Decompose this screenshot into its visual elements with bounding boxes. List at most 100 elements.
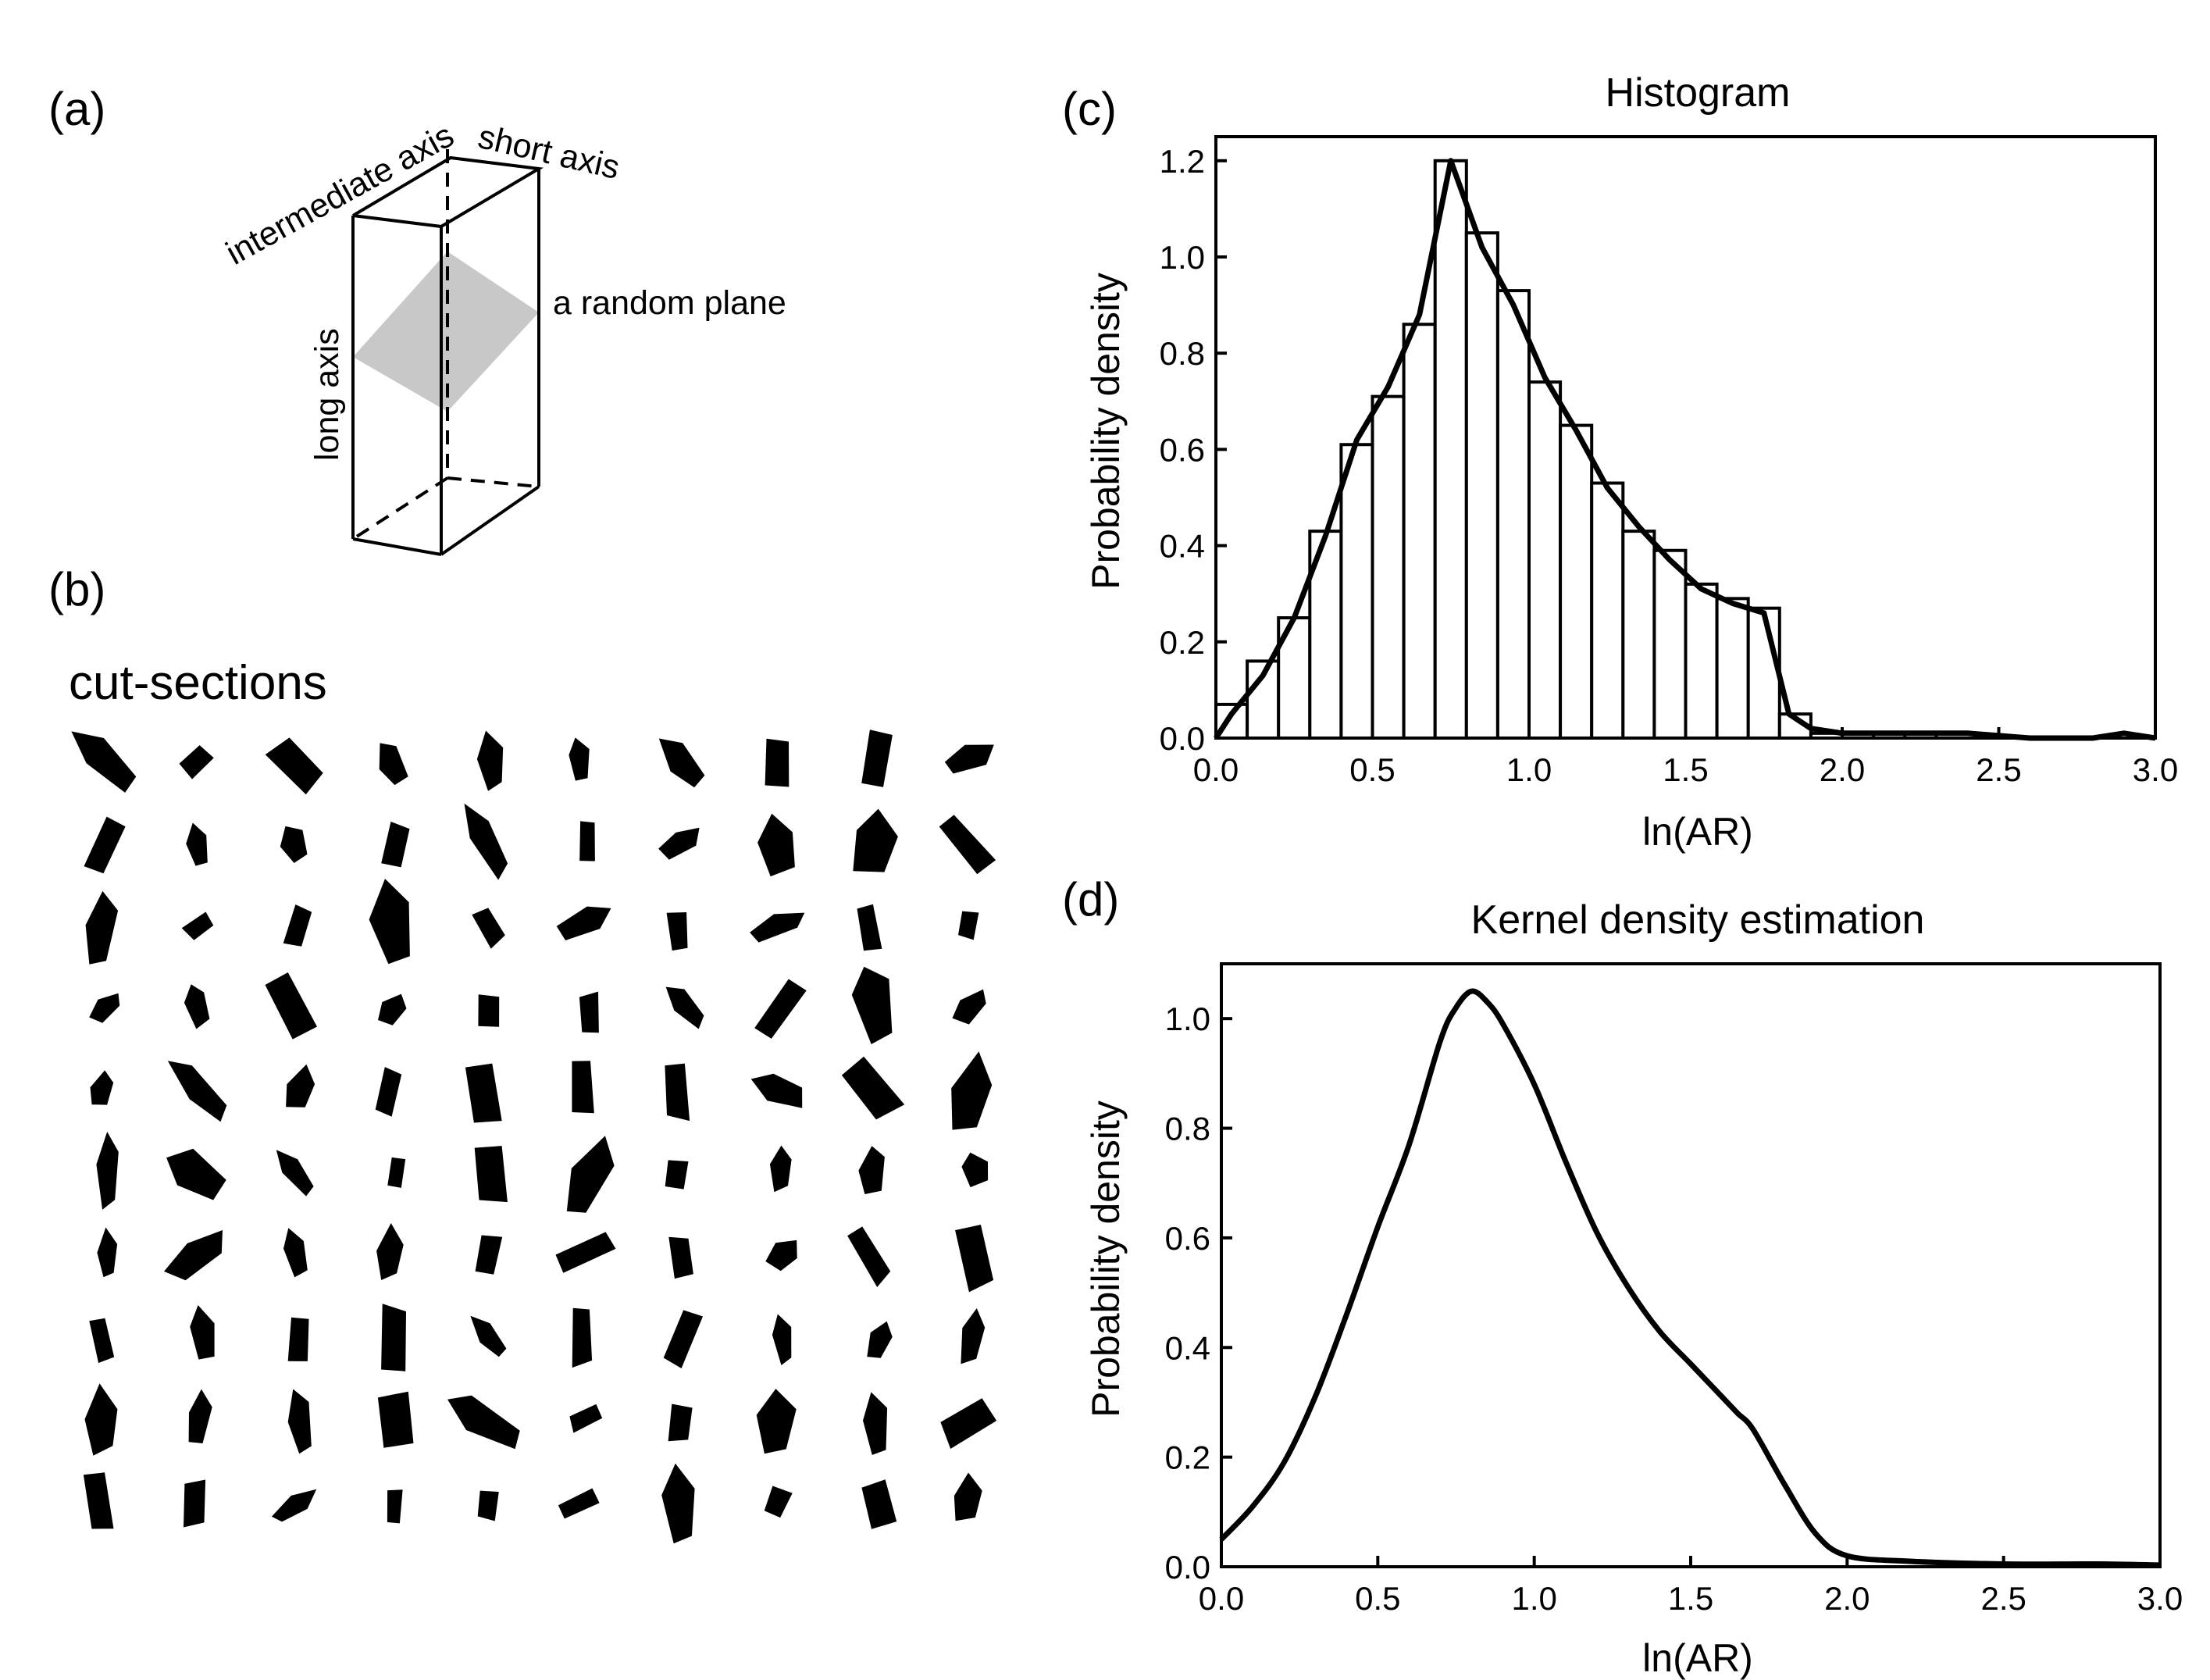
cut-section-shape: [376, 1223, 404, 1280]
histogram-xtick-label: 1.5: [1663, 751, 1708, 788]
cut-section-shape: [184, 1479, 206, 1528]
cut-section-shape: [265, 737, 323, 795]
cut-section-shape: [96, 1132, 119, 1210]
cut-section-shape: [470, 1315, 507, 1357]
histogram-ytick-label: 1.2: [1160, 143, 1205, 180]
kde-line: [1219, 988, 2161, 1568]
histogram-bar: [1371, 394, 1406, 740]
cut-section-shape: [851, 966, 893, 1044]
cut-section-shape: [381, 822, 410, 868]
cut-section-shape: [387, 1489, 403, 1524]
cut-section-shape: [375, 1067, 402, 1117]
cut-section-shape: [867, 1321, 893, 1358]
cut-section-shape: [857, 904, 882, 951]
histogram-bar: [1684, 582, 1719, 740]
cut-section-shape: [166, 1148, 226, 1200]
kde-ytick-label: 1.0: [1165, 1001, 1210, 1037]
cut-section-shape: [265, 972, 317, 1040]
panel-c-label: (c): [1062, 83, 1117, 135]
cut-section-shape: [579, 821, 595, 861]
kde-ytick-label: 0.0: [1165, 1549, 1210, 1585]
kde-title: Kernel density estimation: [1471, 897, 1925, 943]
panel-b-label: (b): [48, 563, 105, 615]
cut-section-shape: [280, 826, 308, 863]
panel-c: (c) Histogram Probability density ln(AR)…: [1062, 70, 2178, 854]
cut-section-shape: [190, 1305, 215, 1360]
short-axis-label: short axis: [475, 118, 623, 187]
histogram-overlay-curve: [1214, 158, 2156, 741]
cut-section-shape: [84, 1383, 118, 1456]
cut-section-shape: [97, 1227, 118, 1278]
kde-ytick-label: 0.2: [1165, 1439, 1210, 1476]
kde-xlabel: ln(AR): [1642, 1636, 1753, 1680]
cut-section-shape: [861, 729, 893, 787]
cut-section-shape: [181, 911, 214, 940]
histogram-bar: [1621, 530, 1656, 740]
cut-sections-grid: [71, 729, 997, 1544]
cut-section-shape: [188, 1389, 212, 1443]
cut-section-shape: [472, 908, 505, 949]
cut-section-shape: [84, 816, 126, 874]
cut-section-shape: [555, 1232, 616, 1273]
cut-section-shape: [387, 1157, 406, 1188]
cut-section-shape: [772, 1314, 792, 1365]
cut-section-shape: [841, 1056, 905, 1120]
histogram-title: Histogram: [1606, 70, 1791, 116]
cut-section-shape: [579, 991, 599, 1033]
cut-section-shape: [658, 827, 700, 860]
histogram-bar: [1559, 423, 1594, 740]
cut-section-shape: [381, 1304, 406, 1371]
cut-section-shape: [465, 1063, 502, 1123]
cut-sections-title: cut-sections: [69, 656, 327, 710]
cut-section-shape: [958, 911, 979, 940]
cut-section-shape: [572, 1307, 593, 1368]
cut-section-shape: [939, 815, 996, 875]
cut-section-shape: [863, 1392, 888, 1455]
cut-section-shape: [847, 1226, 891, 1287]
cut-section-shape: [271, 1489, 317, 1522]
cut-section-shape: [179, 745, 214, 779]
histogram-ytick-label: 0.0: [1160, 720, 1205, 757]
histogram-bar: [1495, 289, 1531, 740]
panel-a: (a) intermediate axis short axis long ax…: [48, 83, 786, 832]
histogram-bar: [1590, 481, 1625, 740]
cut-section-shape: [754, 979, 807, 1039]
histogram-xtick-label: 2.0: [1820, 751, 1865, 788]
histogram-bar: [1527, 380, 1563, 740]
cut-section-shape: [474, 1146, 508, 1203]
cut-section-shape: [757, 813, 795, 877]
histogram-bar: [1715, 597, 1750, 740]
histogram-axes: 0.0 0.5 1.0 1.5 2.0 2.5 3.0 0.0 0.2 0.4 0.6 0.8 1.0 1…: [1160, 135, 2178, 788]
cut-section-shape: [665, 1063, 690, 1122]
cut-section-shape: [940, 1398, 997, 1449]
cut-section-shape: [476, 730, 504, 791]
cut-section-shape: [750, 1073, 803, 1108]
kde-ytick-label: 0.4: [1165, 1329, 1210, 1366]
box-diagram: [351, 149, 544, 832]
cut-section-shape: [756, 1389, 797, 1454]
cut-section-shape: [666, 912, 688, 951]
cut-section-shape: [658, 738, 705, 788]
histogram-ytick-label: 0.4: [1160, 528, 1205, 565]
panel-d: (d) Kernel density estimation Probabilit…: [1062, 873, 2183, 1680]
kde-xtick-label: 2.5: [1980, 1580, 2026, 1617]
cut-section-shape: [951, 1051, 993, 1130]
cut-section-shape: [287, 1389, 312, 1454]
kde-xtick-label: 0.5: [1355, 1580, 1400, 1617]
cut-section-shape: [661, 1463, 695, 1544]
histogram-xtick-label: 2.5: [1976, 751, 2021, 788]
cut-section-shape: [378, 993, 407, 1025]
cut-section-shape: [167, 1061, 227, 1122]
cut-section-shape: [665, 986, 704, 1029]
cut-section-shape: [765, 1239, 797, 1272]
cut-section-shape: [89, 993, 120, 1023]
cut-section-shape: [475, 1235, 503, 1275]
kde-xtick-label: 1.0: [1511, 1580, 1556, 1617]
kde-ytick-label: 0.8: [1165, 1111, 1210, 1147]
cut-section-shape: [952, 989, 986, 1025]
cut-section-shape: [668, 1236, 693, 1279]
histogram-ytick-label: 1.0: [1160, 239, 1205, 276]
histogram-bar: [1339, 443, 1374, 740]
kde-xtick-label: 2.0: [1824, 1580, 1870, 1617]
cut-section-shape: [85, 890, 119, 965]
